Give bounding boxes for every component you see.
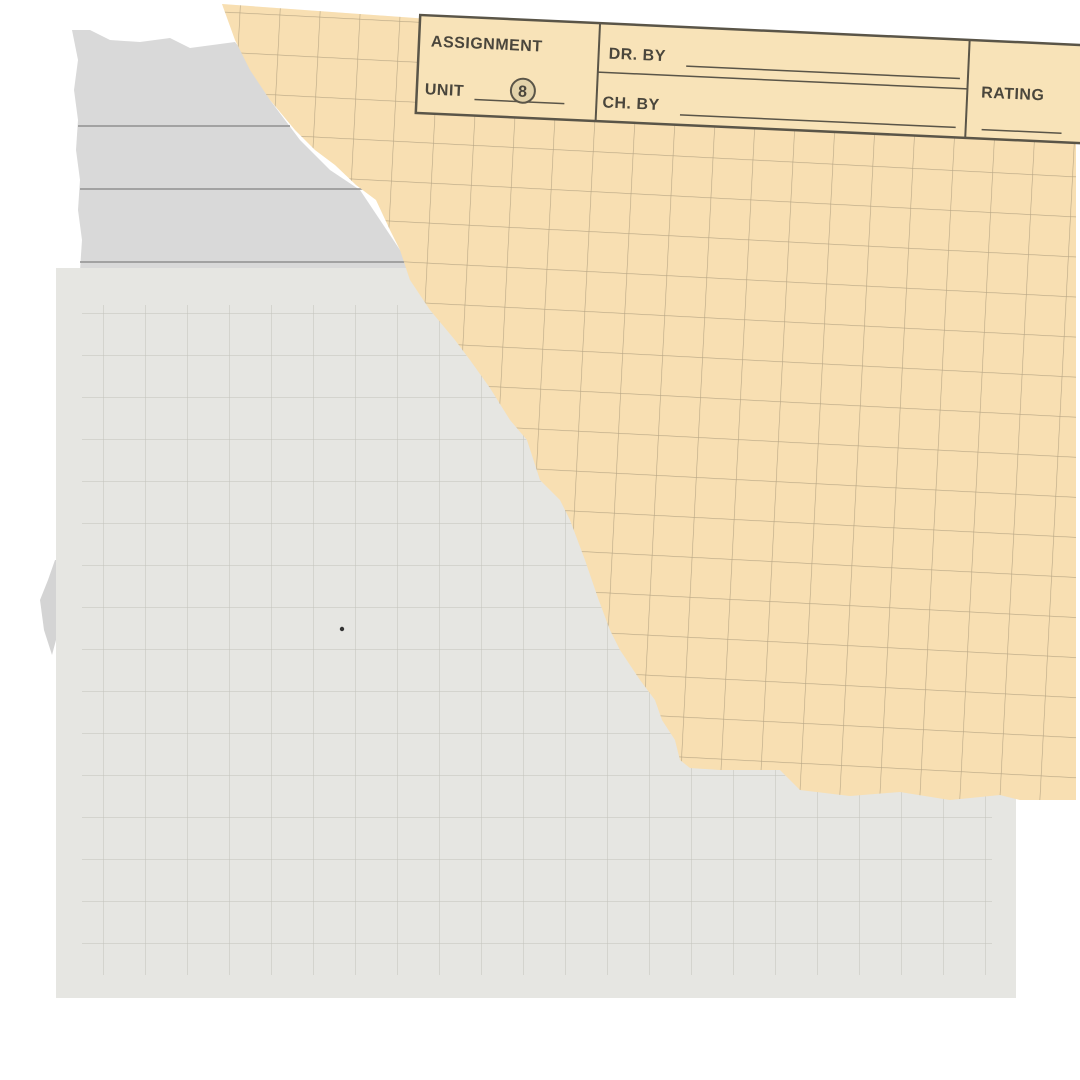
title-block: ASSIGNMENT UNIT 8 DR. BY CH. BY RATING [414, 13, 1080, 145]
checked-by-label: CH. BY [602, 94, 660, 114]
unit-label: UNIT [424, 81, 464, 100]
pencil-dot [339, 626, 345, 632]
drawn-by-label: DR. BY [608, 46, 666, 66]
unit-number-circle [509, 77, 536, 104]
assignment-label: ASSIGNMENT [431, 34, 543, 56]
lined-paper [72, 30, 412, 270]
paper-scrap [40, 560, 58, 655]
rating-label: RATING [981, 85, 1045, 105]
drawn-by-line [686, 65, 960, 80]
checked-by-line [679, 114, 956, 129]
unit-number: 8 [518, 84, 528, 101]
